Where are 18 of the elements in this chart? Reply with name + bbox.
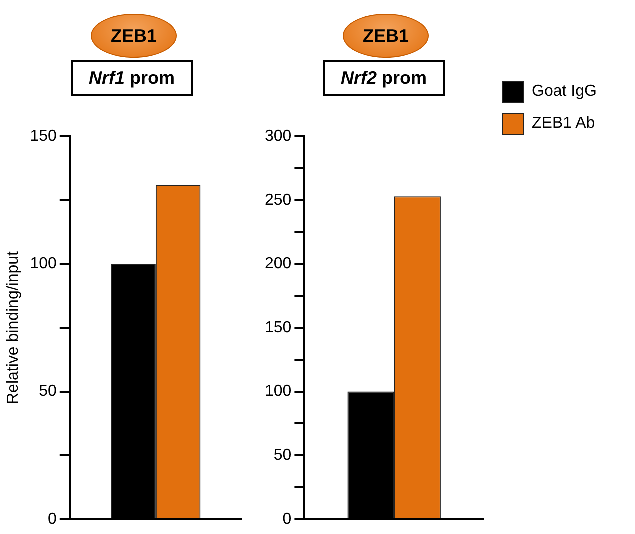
oval-badge: ZEB1 xyxy=(91,14,177,58)
chart-subtitle: Nrf1 prom xyxy=(88,68,176,88)
y-tick-label: 150 xyxy=(30,128,57,146)
y-tick-label: 0 xyxy=(282,510,292,528)
y-tick-label: 150 xyxy=(264,319,292,336)
y-tick-label: 0 xyxy=(48,510,57,528)
legend-label: Goat IgG xyxy=(532,83,597,101)
y-tick-label: 200 xyxy=(264,256,292,273)
y-axis-title: Relative binding/input xyxy=(5,250,22,404)
y-tick-label: 100 xyxy=(30,256,57,273)
y-tick-label: 250 xyxy=(264,192,292,209)
y-tick-label: 300 xyxy=(264,128,292,146)
y-tick-label: 50 xyxy=(274,447,292,464)
y-tick-label: 100 xyxy=(264,383,292,400)
oval-badge: ZEB1 xyxy=(343,14,429,58)
chart-subtitle: Nrf2 prom xyxy=(340,68,428,88)
legend-label: ZEB1 Ab xyxy=(532,115,596,133)
y-tick-label: 50 xyxy=(39,383,57,400)
